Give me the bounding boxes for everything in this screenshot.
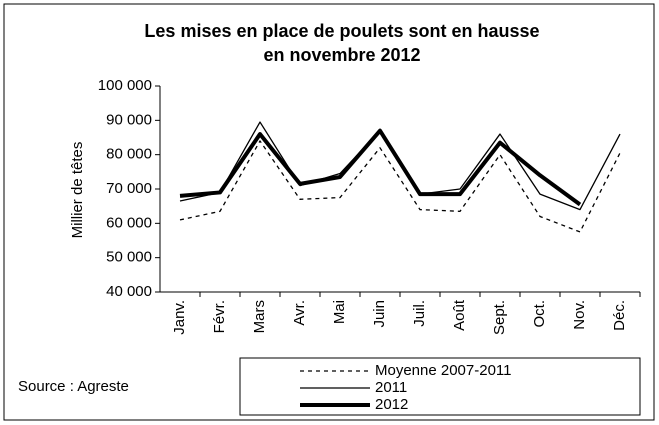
y-tick-label: 90 000 [106, 111, 152, 128]
legend-label: 2012 [375, 396, 408, 413]
source: Source : Agreste [18, 378, 129, 395]
x-tick-label: Juil. [411, 300, 428, 327]
y-tick-label: 40 000 [106, 283, 152, 300]
y-tick-label: 50 000 [106, 249, 152, 266]
x-tick-label: Sept. [491, 300, 508, 335]
chart-frame [3, 3, 655, 421]
y-tick-label: 60 000 [106, 214, 152, 231]
x-tick-label: Juin [371, 300, 388, 328]
x-tick-label: Avr. [291, 300, 308, 326]
x-tick-label: Mars [251, 300, 268, 333]
x-tick-label: Févr. [211, 300, 228, 333]
x-tick-label: Août [451, 299, 468, 331]
y-axis-label: Millier de têtes [69, 142, 86, 239]
x-tick-label: Oct. [531, 300, 548, 328]
legend-label: Moyenne 2007-2011 [375, 362, 512, 379]
line-series [179, 128, 582, 207]
chart-title: Les mises en place de poulets sont en ha… [144, 21, 539, 41]
x-tick-label: Janv. [171, 300, 188, 335]
chart-title: en novembre 2012 [263, 45, 420, 65]
x-tick-label: Déc. [611, 300, 628, 331]
y-tick-label: 100 000 [98, 77, 152, 94]
line-series [179, 140, 621, 233]
x-tick-label: Mai [331, 300, 348, 324]
legend-label: 2011 [375, 379, 407, 396]
y-tick-label: 70 000 [106, 180, 152, 197]
y-tick-label: 80 000 [106, 146, 152, 163]
x-tick-label: Nov. [571, 300, 588, 330]
